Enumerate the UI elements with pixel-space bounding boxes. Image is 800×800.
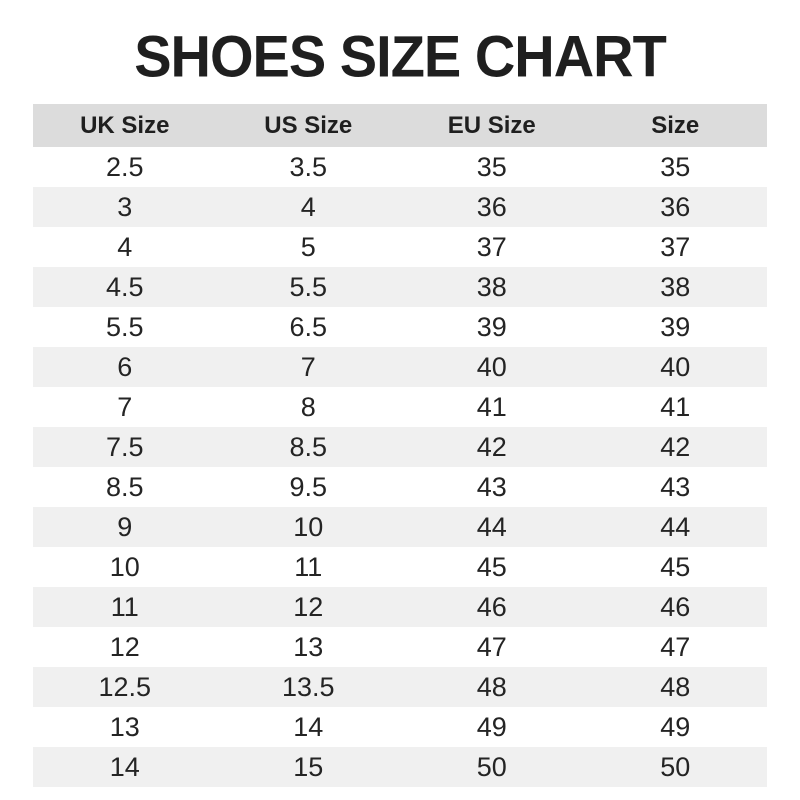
table-row: 6 7 40 40 xyxy=(33,347,767,387)
table-cell: 42 xyxy=(476,431,507,462)
table-cell: 39 xyxy=(476,311,507,342)
table-cell: 8 xyxy=(300,391,316,422)
table-row: 4 5 37 37 xyxy=(33,227,767,267)
table-cell: 48 xyxy=(476,671,507,702)
table-cell: 42 xyxy=(660,431,691,462)
table-cell: 7.5 xyxy=(105,431,144,462)
table-row: 3 4 36 36 xyxy=(33,187,767,227)
table-cell: 12.5 xyxy=(98,671,152,702)
table-cell: 13 xyxy=(109,711,140,742)
table-cell: 50 xyxy=(476,751,507,782)
table-row: 9 10 44 44 xyxy=(33,507,767,547)
table-cell: 5 xyxy=(300,231,316,262)
table-cell: 38 xyxy=(476,271,507,302)
page-title: SHOES SIZE CHART xyxy=(134,23,667,90)
table-cell: 37 xyxy=(660,231,691,262)
table-cell: 50 xyxy=(660,751,691,782)
table-cell: 4 xyxy=(117,231,133,262)
table-cell: 2.5 xyxy=(105,151,144,182)
table-cell: 3 xyxy=(117,191,133,222)
table-cell: 4.5 xyxy=(105,271,144,302)
table-cell: 11 xyxy=(294,551,323,582)
table-cell: 8.5 xyxy=(289,431,328,462)
column-header: Size xyxy=(583,104,767,147)
table-cell: 45 xyxy=(660,551,691,582)
table-cell: 35 xyxy=(476,151,507,182)
table-row: 4.5 5.5 38 38 xyxy=(33,267,767,307)
table-row: 13 14 49 49 xyxy=(33,707,767,747)
table-row: 11 12 46 46 xyxy=(33,587,767,627)
table-cell: 44 xyxy=(476,511,507,542)
table-cell: 5.5 xyxy=(105,311,144,342)
table-cell: 7 xyxy=(300,351,316,382)
table-cell: 3.5 xyxy=(289,151,328,182)
table-row: 7.5 8.5 42 42 xyxy=(33,427,767,467)
table-cell: 36 xyxy=(660,191,691,222)
table-cell: 38 xyxy=(660,271,691,302)
table-cell: 9 xyxy=(117,511,133,542)
table-row: 12 13 47 47 xyxy=(33,627,767,667)
column-header: US Size xyxy=(216,104,400,147)
table-row: 2.5 3.5 35 35 xyxy=(33,147,767,187)
table-row: 8.5 9.5 43 43 xyxy=(33,467,767,507)
table-row: 14 15 50 50 xyxy=(33,747,767,787)
column-header: UK Size xyxy=(33,104,217,147)
table-cell: 12 xyxy=(109,631,140,662)
table-cell: 41 xyxy=(660,391,691,422)
table-cell: 41 xyxy=(476,391,507,422)
table-cell: 7 xyxy=(117,391,133,422)
table-cell: 47 xyxy=(660,631,691,662)
table-cell: 40 xyxy=(660,351,691,382)
table-cell: 48 xyxy=(660,671,691,702)
table-cell: 8.5 xyxy=(105,471,144,502)
table-cell: 49 xyxy=(660,711,691,742)
table-cell: 4 xyxy=(300,191,316,222)
table-cell: 49 xyxy=(476,711,507,742)
table-cell: 10 xyxy=(293,511,324,542)
size-table-body: 2.5 3.5 35 35 3 4 36 36 4 5 37 37 4.5 5.5 38 38 5.5 6.5 39… xyxy=(33,147,767,787)
table-row: 12.5 13.5 48 48 xyxy=(33,667,767,707)
table-cell: 45 xyxy=(476,551,507,582)
table-cell: 6 xyxy=(117,351,133,382)
table-cell: 13.5 xyxy=(281,671,335,702)
table-cell: 36 xyxy=(476,191,507,222)
table-cell: 5.5 xyxy=(289,271,328,302)
table-cell: 6.5 xyxy=(289,311,328,342)
size-table: UK Size US Size EU Size Size 2.5 3.5 35 35 3 4 36… xyxy=(33,104,767,787)
table-cell: 11 xyxy=(110,591,139,622)
table-cell: 40 xyxy=(476,351,507,382)
table-cell: 47 xyxy=(476,631,507,662)
table-row: 7 8 41 41 xyxy=(33,387,767,427)
table-cell: 46 xyxy=(476,591,507,622)
table-cell: 14 xyxy=(293,711,324,742)
table-header-row: UK Size US Size EU Size Size xyxy=(33,104,767,147)
table-cell: 15 xyxy=(293,751,324,782)
table-cell: 44 xyxy=(660,511,691,542)
table-cell: 46 xyxy=(660,591,691,622)
table-cell: 39 xyxy=(660,311,691,342)
table-row: 5.5 6.5 39 39 xyxy=(33,307,767,347)
table-cell: 13 xyxy=(293,631,324,662)
column-header: EU Size xyxy=(400,104,584,147)
size-table-header: UK Size US Size EU Size Size xyxy=(33,104,767,147)
table-row: 10 11 45 45 xyxy=(33,547,767,587)
table-cell: 43 xyxy=(476,471,507,502)
table-cell: 35 xyxy=(660,151,691,182)
table-cell: 14 xyxy=(109,751,140,782)
table-cell: 12 xyxy=(293,591,324,622)
table-cell: 9.5 xyxy=(289,471,328,502)
table-cell: 37 xyxy=(476,231,507,262)
table-cell: 10 xyxy=(109,551,140,582)
table-cell: 43 xyxy=(660,471,691,502)
